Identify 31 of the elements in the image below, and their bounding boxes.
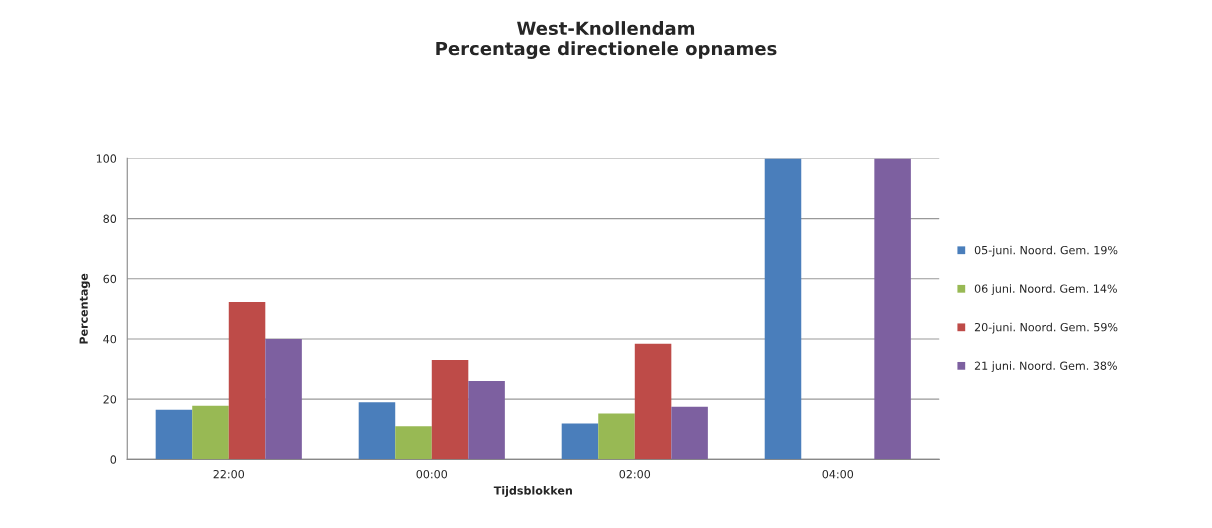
- x-tick-label: 02:00: [619, 469, 651, 479]
- bar: [192, 405, 229, 460]
- bar: [228, 301, 266, 460]
- x-axis-title: Tijdsblokken: [493, 486, 572, 497]
- x-tick-label: 00:00: [416, 469, 448, 479]
- y-tick-label: 0: [110, 455, 117, 464]
- bar: [598, 413, 635, 460]
- legend-label: 20-juni. Noord. Gem. 59%: [974, 322, 1118, 334]
- bar: [874, 158, 911, 460]
- y-tick-label: 40: [103, 334, 117, 344]
- bar: [671, 406, 708, 460]
- x-tick-label: 22:00: [213, 469, 245, 479]
- bar: [431, 360, 469, 460]
- legend-label: 21 juni. Noord. Gem. 38%: [974, 361, 1117, 373]
- bar: [561, 423, 599, 460]
- chart-title: West-Knollendam Percentage directionele opnames: [436, 21, 777, 59]
- x-tick-label: 04:00: [822, 469, 854, 479]
- bar: [468, 381, 505, 460]
- y-axis-title: Percentage: [79, 273, 91, 344]
- bar: [358, 402, 396, 460]
- y-tick-label: 20: [103, 395, 117, 404]
- y-tick-label: 80: [103, 214, 117, 223]
- bar: [764, 158, 802, 460]
- legend-label: 05-juni. Noord. Gem. 19%: [974, 245, 1118, 257]
- legend-label: 06 juni. Noord. Gem. 14%: [974, 284, 1117, 295]
- bar: [265, 338, 302, 460]
- y-tick-label: 100: [96, 154, 117, 163]
- bar: [155, 409, 193, 460]
- y-tick-label: 60: [103, 274, 117, 284]
- bar: [634, 343, 672, 460]
- bar: [395, 426, 432, 460]
